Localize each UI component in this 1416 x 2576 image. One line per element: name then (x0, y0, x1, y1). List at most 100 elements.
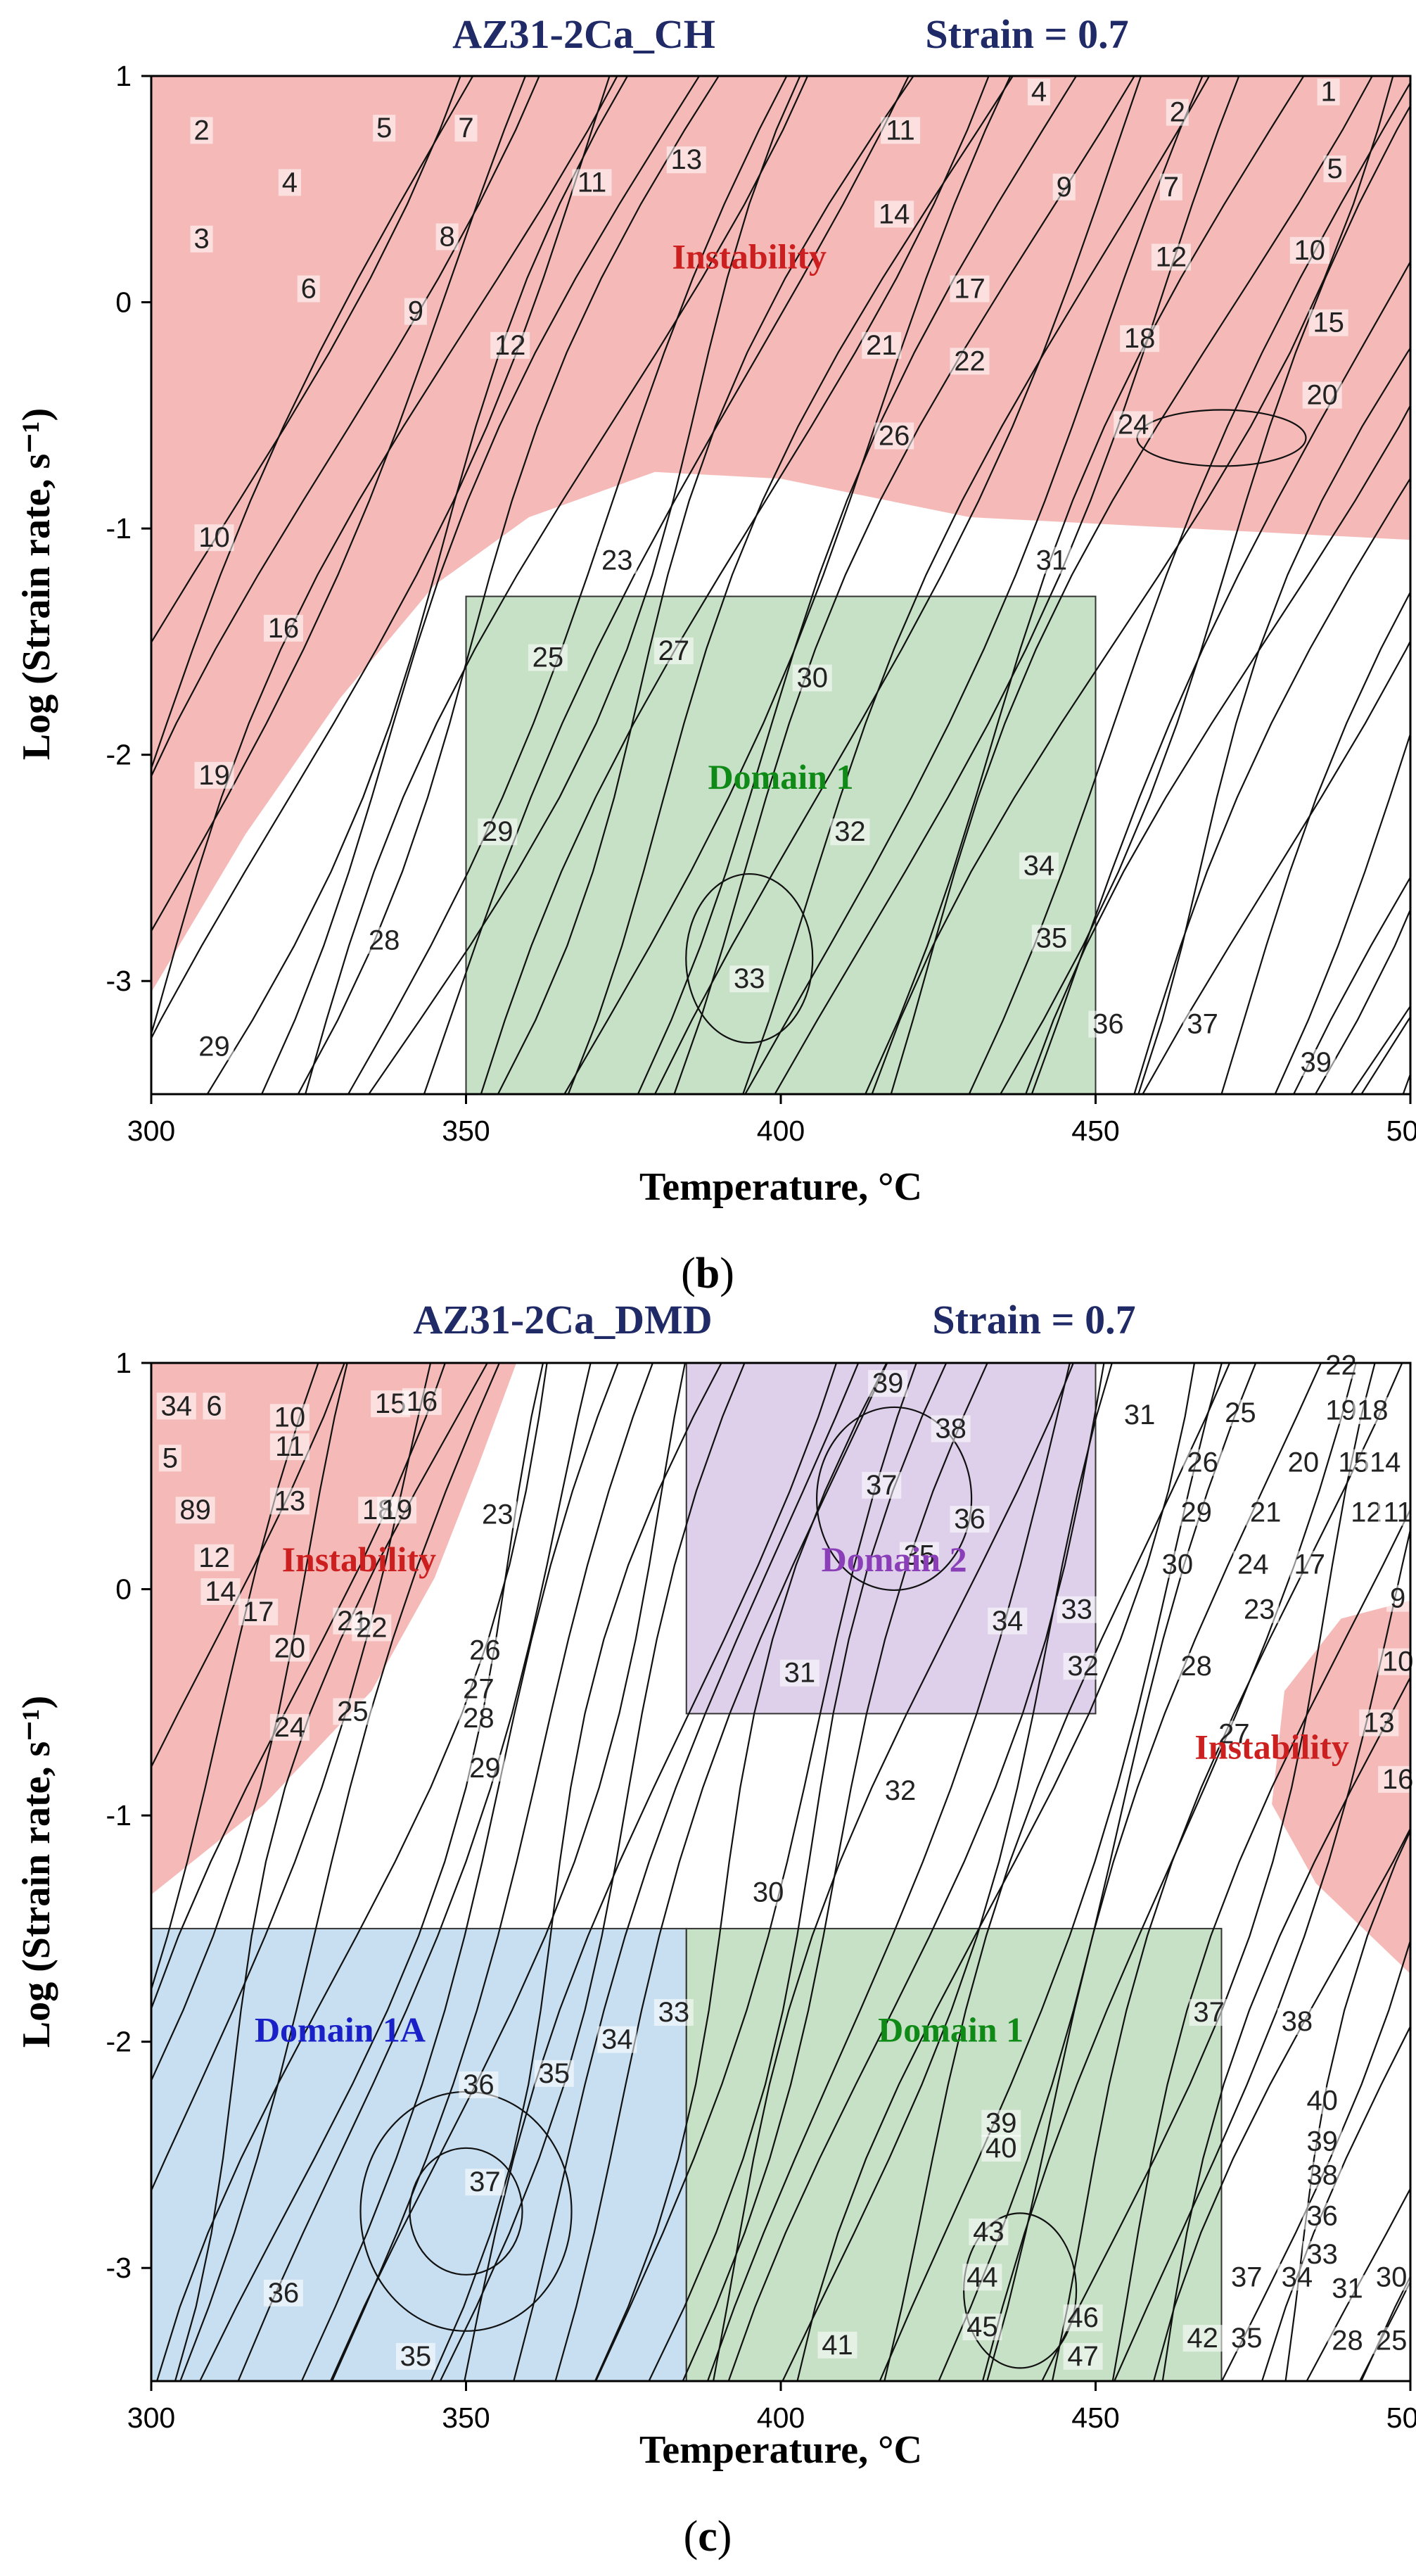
contour-label: 27 (463, 1673, 495, 1704)
contour-label-bg (1182, 2325, 1223, 2352)
contour-label-bg (203, 1392, 226, 1420)
y-tick-label: 1 (115, 1347, 132, 1379)
contour-label: 40 (986, 2133, 1017, 2164)
contour-label-bg (1227, 2264, 1267, 2291)
contour-label: 37 (469, 2166, 501, 2197)
contour-label: 2 (193, 115, 209, 146)
contour-label-bg (981, 2109, 1021, 2137)
contour-label: 28 (463, 1703, 495, 1734)
y-tick-label: 1 (115, 60, 132, 92)
contour-label-bg (459, 1705, 499, 1732)
contour-line (151, 76, 474, 771)
contour-label-bg (653, 1999, 694, 2026)
contour-label-bg (981, 2135, 1021, 2162)
contour-label: 5 (376, 113, 392, 144)
contour-line (156, 1363, 548, 2381)
contour-label-bg (1031, 925, 1071, 952)
contour-label: 14 (879, 198, 910, 229)
contour-line (151, 76, 618, 1037)
contour-label-bg (459, 2071, 499, 2098)
contour-label: 29 (482, 816, 514, 847)
contour-loop (815, 1406, 973, 1592)
plot-area-c: 3461015165118913181923121417212220262725… (150, 1350, 1416, 2383)
contour-line (297, 76, 720, 1094)
contour-label: 25 (1376, 2325, 1408, 2356)
contour-label-bg (1277, 2264, 1317, 2291)
contour-line (1051, 1363, 1403, 2381)
contour-label: 23 (482, 1499, 514, 1530)
contour-label: 37 (1231, 2261, 1263, 2292)
contour-label-bg (194, 1033, 234, 1060)
contour-label-bg (862, 1471, 902, 1499)
contour-label-bg (817, 2331, 857, 2359)
contour-label: 31 (1036, 545, 1068, 576)
contour-label: 46 (1067, 2302, 1099, 2333)
region-labels-c: Instability Instability Domain 2 Domain 1A D… (255, 1540, 1349, 2050)
contour-label-bg (490, 331, 530, 359)
contour-label: 44 (967, 2261, 998, 2292)
contour-label: 27 (658, 635, 690, 666)
contour-label: 19 (1325, 1395, 1357, 1426)
contour-label-bg (404, 298, 427, 325)
contour-label: 17 (954, 273, 986, 304)
contour-label-bg (528, 644, 568, 671)
contour-label-bg (779, 1659, 819, 1687)
contour-label: 13 (274, 1485, 306, 1516)
contour-label: 36 (1092, 1009, 1124, 1040)
contour-label-bg (1063, 2342, 1103, 2370)
contour-label-bg (729, 965, 770, 993)
contour-label-bg (1233, 1551, 1273, 1578)
contour-line (151, 76, 611, 1041)
contour-label: 1 (1321, 77, 1337, 108)
chart-title-b: AZ31-2Ca_CH (452, 11, 715, 57)
contour-label: 39 (1306, 2126, 1338, 2157)
contour-label-bg (1359, 1709, 1399, 1737)
contour-label: 21 (866, 330, 898, 361)
contour-label-bg (572, 169, 612, 196)
svg-text:(b): (b) (681, 1250, 734, 1297)
contour-label-bg (465, 1637, 505, 1664)
contour-line (179, 1363, 501, 2381)
contour-label-bg (1019, 852, 1059, 880)
contour-label: 7 (1163, 172, 1179, 203)
contour-label: 34 (1023, 850, 1055, 881)
contour-label-bg (278, 169, 301, 196)
contour-line (151, 1363, 319, 1993)
contour-label: 38 (935, 1413, 967, 1444)
contour-label-bg (1386, 1585, 1410, 1612)
x-tick-label: 300 (127, 2401, 175, 2434)
contour-line (706, 1363, 1071, 2381)
contour-line (151, 76, 461, 645)
contour-label-bg (1120, 325, 1160, 353)
contour-label: 12 (495, 330, 526, 361)
contour-label: 34 (161, 1390, 193, 1421)
contour-loop (409, 2147, 523, 2276)
contour-label: 4 (282, 167, 298, 198)
contour-line (1306, 2187, 1410, 2381)
contour-label: 19 (381, 1495, 413, 1525)
contour-label: 39 (1301, 1047, 1332, 1078)
contour-label-bg (1365, 1449, 1405, 1476)
contour-label: 14 (1370, 1447, 1401, 1478)
contour-label-bg (881, 1777, 921, 1804)
contour-line (1000, 104, 1410, 1094)
contour-label: 3 (193, 224, 209, 255)
contour-label-bg (478, 818, 518, 846)
contour-label-bg (1214, 1720, 1254, 1748)
contour-label: 11 (275, 1431, 305, 1462)
contour-label: 40 (1306, 2085, 1338, 2116)
contour-line (206, 76, 629, 1094)
contour-label: 25 (1225, 1397, 1256, 1428)
contour-label-bg (1353, 1397, 1393, 1424)
contour-line (648, 1363, 948, 2381)
contour-label: 12 (1156, 241, 1187, 272)
contour-label: 38 (1282, 2006, 1313, 2037)
panel-label-c: (c) (684, 2513, 732, 2561)
contour-label-bg (862, 331, 902, 359)
contour-label-bg (1176, 1499, 1216, 1526)
contour-label: 37 (866, 1470, 898, 1501)
contour-label: 10 (1382, 1647, 1414, 1677)
contour-label: 2 (1170, 97, 1185, 128)
contour-label-bg (868, 1370, 908, 1397)
